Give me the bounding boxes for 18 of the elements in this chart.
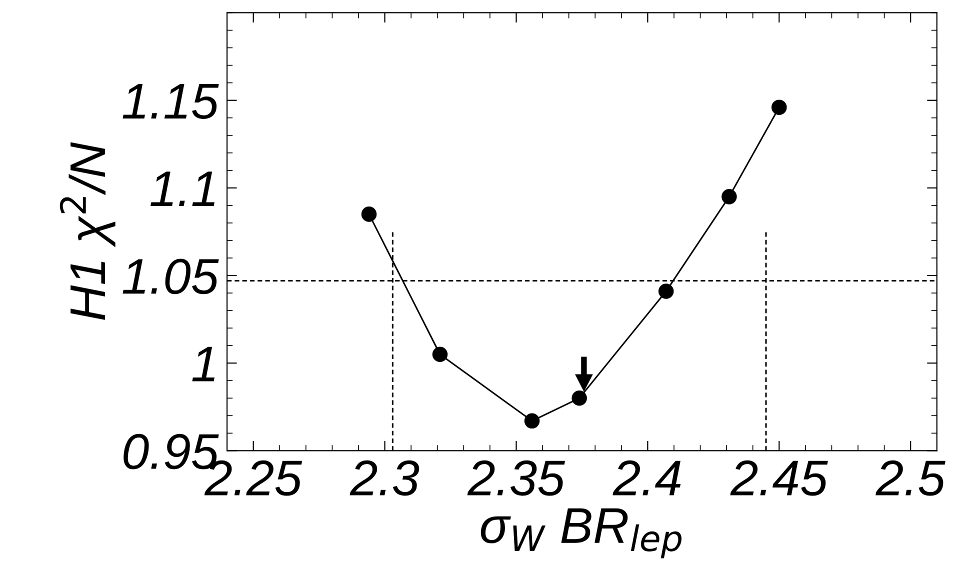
y-tick-label: 1.15 bbox=[122, 84, 219, 119]
point bbox=[524, 413, 540, 429]
point bbox=[722, 189, 737, 204]
x-tick-label: 2.3 bbox=[350, 460, 420, 496]
y-tick-label: 1 bbox=[192, 346, 214, 382]
x-tick-label: 2.5 bbox=[876, 460, 946, 496]
point bbox=[432, 346, 448, 362]
point bbox=[361, 206, 377, 222]
point bbox=[658, 284, 674, 299]
point bbox=[772, 100, 787, 115]
x-tick-label: 2.35 bbox=[467, 460, 566, 496]
y-axis-title: H1 χ$^{2}$/N bbox=[60, 142, 116, 320]
point bbox=[572, 390, 587, 406]
y-tick-label: 1.05 bbox=[122, 258, 219, 294]
x-axis-title: σ$_{W}$ BR$_{lep}$ bbox=[480, 508, 682, 558]
x-tick-label: 2.45 bbox=[730, 460, 828, 496]
x-tick-label: 2.4 bbox=[612, 460, 681, 496]
y-tick-label: 1.1 bbox=[150, 172, 214, 206]
